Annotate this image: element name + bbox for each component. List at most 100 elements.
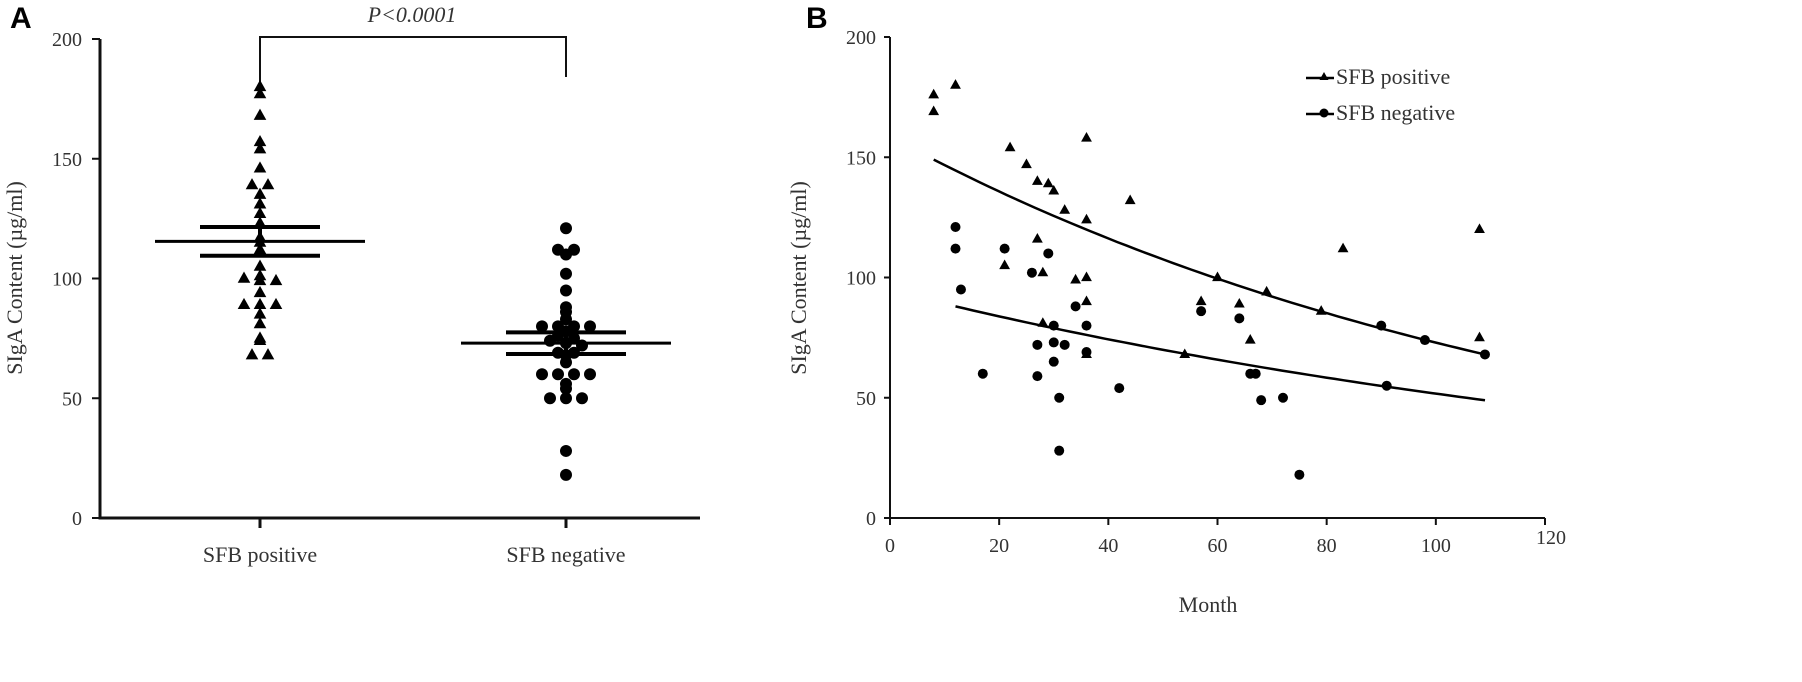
data-point-triangle	[261, 348, 275, 360]
data-point-triangle	[1021, 158, 1032, 169]
data-point-circle	[1081, 347, 1092, 358]
y-tick-label: 150	[52, 149, 82, 171]
x-tick-label: 40	[1098, 535, 1118, 557]
data-point-circle	[560, 377, 572, 390]
data-point-triangle	[261, 178, 275, 190]
panel-b-y-axis-label: SIgA Content (µg/ml)	[786, 181, 811, 375]
data-point-triangle	[928, 88, 940, 99]
data-point-circle	[955, 284, 966, 295]
x-tick-label: 120	[1536, 527, 1566, 549]
panel-b-x-axis-label: Month	[1179, 592, 1238, 617]
category-label-positive: SFB positive	[203, 542, 317, 567]
data-point-circle	[568, 320, 580, 333]
fit-curve-positive	[933, 158, 1486, 356]
y-tick-label: 200	[846, 27, 876, 49]
data-point-triangle	[253, 87, 267, 99]
data-point-circle	[560, 284, 572, 297]
legend-marker-triangle	[1319, 72, 1329, 80]
data-point-circle	[1048, 320, 1059, 331]
panel-a-chart: SIgA Content (µg/ml) P<0.0001 SFB positi…	[2, 2, 700, 567]
y-tick-label: 50	[856, 388, 876, 410]
data-point-circle	[1479, 349, 1490, 360]
data-point-triangle	[1212, 271, 1223, 282]
data-point-circle	[1054, 392, 1065, 403]
y-tick-label: 0	[72, 508, 82, 530]
x-tick-label: 0	[885, 535, 895, 557]
data-point-circle	[1032, 339, 1043, 350]
data-point-circle	[536, 320, 548, 333]
data-point-triangle	[1042, 177, 1054, 188]
data-point-circle	[568, 332, 580, 345]
data-point-circle	[568, 368, 580, 381]
data-point-circle	[1250, 368, 1261, 379]
legend-label-negative: SFB negative	[1336, 100, 1455, 125]
data-point-triangle	[253, 317, 267, 329]
data-point-circle	[1043, 248, 1054, 259]
data-point-triangle	[1261, 285, 1273, 296]
data-point-triangle	[1337, 242, 1349, 253]
panel-b-chart: SIgA Content (µg/ml) Month SFB positive …	[786, 27, 1566, 617]
data-point-triangle	[237, 297, 251, 310]
fit-curve-negative	[955, 305, 1486, 402]
data-point-triangle	[237, 271, 251, 283]
data-point-circle	[1048, 356, 1059, 367]
p-value-annotation: P<0.0001	[367, 2, 457, 27]
data-point-circle	[950, 243, 961, 254]
data-point-triangle	[1037, 266, 1049, 277]
data-point-circle	[950, 221, 961, 232]
data-point-triangle	[253, 259, 267, 271]
data-point-circle	[1196, 306, 1207, 317]
y-tick-label: 0	[866, 508, 876, 530]
x-tick-label: 80	[1317, 535, 1337, 557]
data-point-circle	[552, 368, 564, 381]
data-point-triangle	[245, 348, 259, 360]
data-point-circle	[584, 320, 596, 333]
data-point-circle	[584, 368, 596, 381]
data-point-triangle	[253, 297, 267, 310]
data-point-triangle	[928, 105, 940, 116]
data-point-circle	[1048, 337, 1059, 348]
data-point-circle	[560, 468, 572, 481]
data-point-triangle	[253, 331, 267, 343]
panel-label-a: A	[10, 2, 32, 35]
data-point-triangle	[253, 134, 267, 147]
data-point-triangle	[1031, 175, 1043, 185]
data-point-triangle	[1124, 194, 1136, 205]
data-point-triangle	[950, 79, 961, 89]
data-point-triangle	[245, 178, 259, 190]
data-point-circle	[568, 243, 580, 256]
x-tick-label: 60	[1208, 535, 1228, 557]
data-point-circle	[1070, 301, 1081, 312]
data-point-circle	[560, 267, 572, 280]
data-point-circle	[560, 222, 572, 235]
data-point-triangle	[253, 216, 267, 228]
data-point-circle	[1278, 392, 1288, 403]
x-tick-label: 100	[1421, 535, 1451, 557]
data-point-triangle	[1070, 273, 1081, 284]
data-point-circle	[1032, 371, 1043, 382]
data-point-circle	[560, 444, 572, 457]
data-point-triangle	[1031, 233, 1043, 243]
data-point-triangle	[253, 285, 267, 298]
data-point-circle	[576, 392, 588, 405]
panel-a-y-axis-label: SIgA Content (µg/ml)	[2, 181, 27, 375]
data-point-triangle	[253, 79, 267, 92]
data-point-triangle	[1474, 331, 1485, 342]
data-point-circle	[1256, 395, 1267, 406]
y-tick-label: 100	[52, 269, 82, 291]
data-point-triangle	[1244, 334, 1256, 344]
data-point-circle	[977, 368, 988, 379]
data-point-triangle	[253, 269, 267, 281]
data-point-circle	[560, 392, 572, 405]
data-point-triangle	[1474, 223, 1485, 233]
data-point-triangle	[1233, 297, 1245, 308]
y-tick-label: 200	[52, 29, 82, 51]
data-point-circle	[1026, 267, 1037, 278]
data-point-triangle	[1048, 184, 1060, 195]
data-point-circle	[1081, 320, 1092, 331]
significance-bracket	[259, 36, 567, 90]
data-point-triangle	[253, 187, 267, 199]
data-point-triangle	[253, 206, 267, 219]
data-point-triangle	[253, 108, 267, 120]
legend-label-positive: SFB positive	[1336, 64, 1450, 89]
